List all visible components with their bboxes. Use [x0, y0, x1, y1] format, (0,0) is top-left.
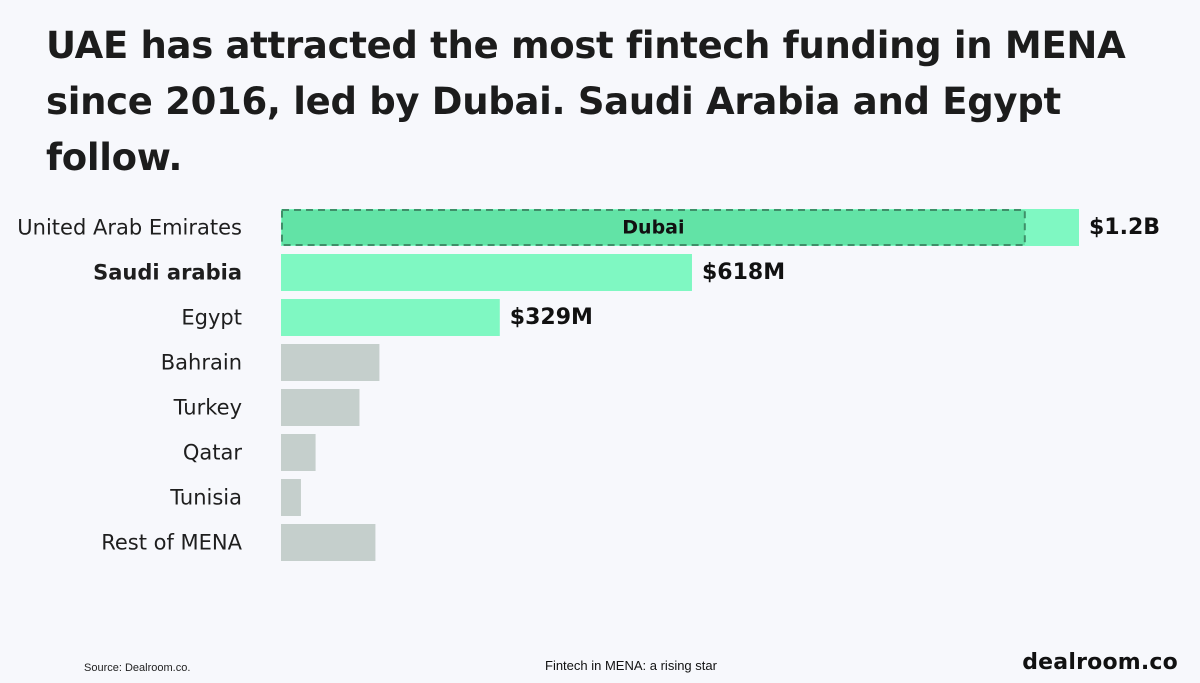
value-label-egypt: $329M: [510, 305, 593, 330]
category-label-turkey: Turkey: [173, 396, 242, 420]
value-label-saudi-arabia: $618M: [702, 260, 785, 285]
category-label-rest-of-mena: Rest of MENA: [101, 531, 242, 555]
sub-segment-label-dubai: Dubai: [622, 217, 684, 239]
dealroom-logo: dealroom.co: [1022, 650, 1178, 675]
value-label-united-arab-emirates: $1.2B: [1089, 215, 1160, 240]
category-label-qatar: Qatar: [183, 441, 243, 465]
source-note: Source: Dealroom.co.: [84, 662, 191, 674]
sub-segment-bar-dubai: [281, 209, 1026, 246]
category-label-saudi-arabia: Saudi arabia: [93, 261, 242, 285]
category-label-united-arab-emirates: United Arab Emirates: [17, 216, 242, 240]
category-label-tunisia: Tunisia: [169, 486, 242, 510]
bar-egypt: [281, 299, 500, 336]
category-label-bahrain: Bahrain: [161, 351, 242, 375]
bar-bahrain: [281, 344, 380, 381]
bar-turkey: [281, 389, 360, 426]
report-title: Fintech in MENA: a rising star: [545, 658, 717, 673]
chart-title: UAE has attracted the most fintech fundi…: [46, 24, 1126, 179]
category-label-egypt: Egypt: [181, 306, 242, 330]
bar-rest-of-mena: [281, 524, 376, 561]
bar-qatar: [281, 434, 316, 471]
bar-tunisia: [281, 479, 301, 516]
bar-saudi-arabia: [281, 254, 692, 291]
